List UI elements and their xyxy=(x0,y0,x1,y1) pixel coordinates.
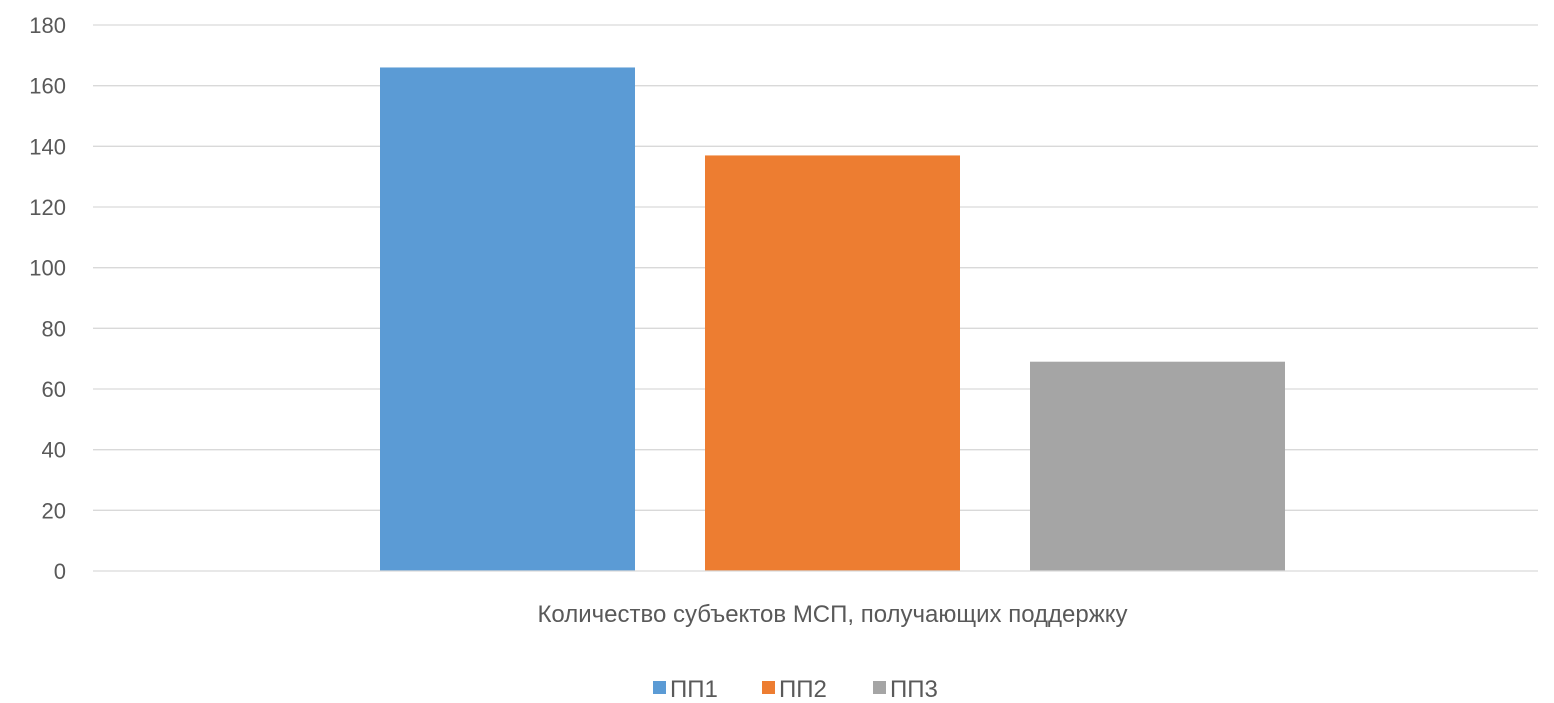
category-label: Количество субъектов МСП, получающих под… xyxy=(537,601,1127,628)
y-tick-label-20: 20 xyxy=(42,498,66,523)
y-tick-label-140: 140 xyxy=(29,134,66,159)
legend-label-ПП2: ПП2 xyxy=(779,676,827,703)
legend-label-ПП1: ПП1 xyxy=(670,676,718,703)
bar-ПП2 xyxy=(705,155,960,571)
y-tick-label-40: 40 xyxy=(42,438,66,463)
bar-ПП3 xyxy=(1030,361,1285,571)
y-tick-label-0: 0 xyxy=(54,559,66,584)
legend-swatch-ПП1 xyxy=(653,681,666,694)
y-tick-label-120: 120 xyxy=(29,195,66,220)
legend-label-ПП3: ПП3 xyxy=(890,676,938,703)
y-axis-ticks: 0 20 40 60 80 100 120 140 160 180 xyxy=(29,13,66,584)
legend: ПП1 ПП2 ПП3 xyxy=(653,676,938,703)
y-tick-label-60: 60 xyxy=(42,377,66,402)
bars xyxy=(380,67,1285,571)
y-tick-label-100: 100 xyxy=(29,256,66,281)
y-tick-label-160: 160 xyxy=(29,74,66,99)
bar-ПП1 xyxy=(380,67,635,571)
legend-swatch-ПП2 xyxy=(762,681,775,694)
y-tick-label-80: 80 xyxy=(42,316,66,341)
y-tick-label-180: 180 xyxy=(29,13,66,38)
legend-swatch-ПП3 xyxy=(873,681,886,694)
